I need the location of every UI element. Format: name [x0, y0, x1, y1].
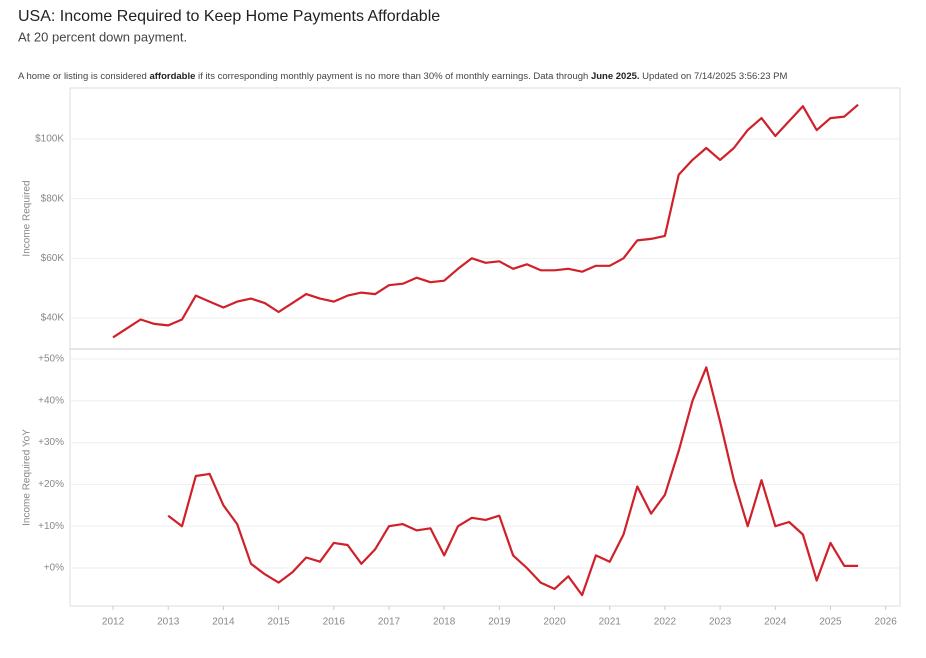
x-tick-label: 2022 — [654, 617, 677, 628]
note-bold: June 2025. — [591, 71, 640, 82]
y-tick-label: +30% — [38, 437, 64, 448]
line — [167, 366, 859, 597]
y-tick-label: +10% — [38, 521, 64, 532]
x-tick-label: 2024 — [764, 617, 787, 628]
y-tick-label: +40% — [38, 395, 64, 406]
x-tick-label: 2017 — [378, 617, 401, 628]
y-tick-label: $60K — [41, 253, 65, 264]
x-tick-label: 2014 — [212, 617, 235, 628]
line — [112, 103, 859, 339]
note-text: A home or listing is considered — [18, 71, 149, 82]
x-tick-label: 2026 — [875, 617, 898, 628]
chart-subtitle: At 20 percent down payment. — [18, 29, 187, 44]
x-tick-label: 2012 — [102, 617, 125, 628]
x-tick-label: 2015 — [267, 617, 290, 628]
y-tick-label: +20% — [38, 479, 64, 490]
y-tick-label: +0% — [44, 563, 64, 574]
x-tick-label: 2018 — [433, 617, 456, 628]
note: A home or listing is considered affordab… — [18, 71, 788, 82]
x-tick-label: 2016 — [323, 617, 346, 628]
x-tick-label: 2021 — [599, 617, 622, 628]
y-axis-label: Income Required — [22, 180, 33, 256]
y-tick-label: $80K — [41, 193, 65, 204]
y-tick-label: $40K — [41, 313, 65, 324]
chart-title: USA: Income Required to Keep Home Paymen… — [18, 8, 440, 25]
note-bold: affordable — [149, 71, 195, 82]
x-tick-label: 2020 — [543, 617, 566, 628]
x-tick-label: 2019 — [488, 617, 511, 628]
y-axis-label: Income Required YoY — [22, 429, 33, 526]
y-tick-label: $100K — [35, 134, 64, 145]
x-tick-label: 2023 — [709, 617, 732, 628]
note-text: Updated on 7/14/2025 3:56:23 PM — [640, 71, 788, 82]
note-text: if its corresponding monthly payment is … — [195, 71, 591, 82]
x-tick-label: 2013 — [157, 617, 180, 628]
y-tick-label: +50% — [38, 354, 64, 365]
plot-frame — [69, 87, 901, 607]
x-tick-label: 2025 — [819, 617, 842, 628]
